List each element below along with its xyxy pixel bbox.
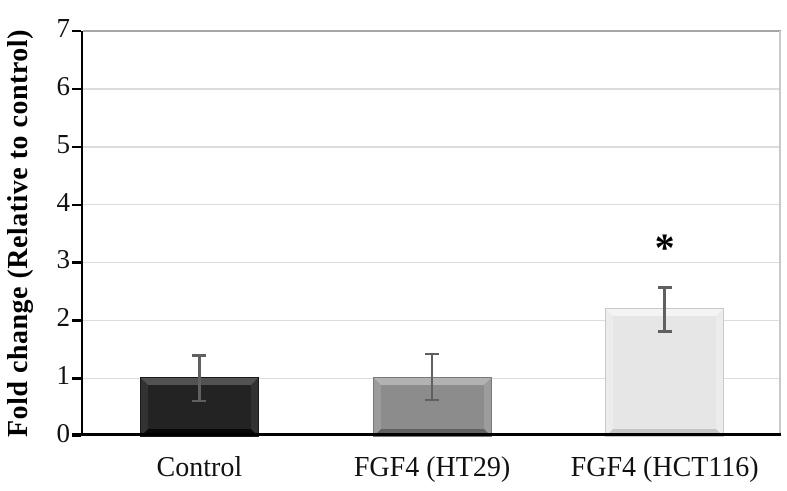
y-axis-tick (72, 319, 81, 322)
error-bar-cap-top (192, 354, 207, 357)
error-bar-cap-top (657, 286, 672, 289)
x-category-label: FGF4 (HCT116) (570, 452, 759, 483)
gridline (83, 88, 781, 90)
y-tick-label: 4 (56, 186, 71, 217)
y-axis-tick (72, 203, 81, 206)
plot-top-border (83, 30, 781, 33)
error-bar-cap-bottom (657, 330, 672, 333)
error-bar-cap-bottom (425, 398, 439, 402)
gridline (83, 319, 781, 322)
plot-right-border (779, 31, 781, 436)
y-axis-tick (72, 377, 81, 380)
error-bar-stem (430, 353, 434, 401)
x-category-label: Control (156, 452, 243, 483)
y-tick-label: 0 (56, 418, 71, 448)
gridline (83, 204, 781, 206)
y-axis-tick (72, 30, 81, 33)
plot-area: * (83, 30, 781, 436)
error-bar-cap-top (425, 352, 439, 356)
error-bar-cap-bottom (192, 399, 207, 403)
y-axis-tick (72, 145, 81, 149)
y-tick-label: 2 (56, 302, 71, 333)
y-tick-label: 6 (56, 70, 71, 101)
significance-asterisk: * (654, 225, 675, 271)
y-tick-label: 3 (56, 244, 71, 275)
y-tick-label: 1 (56, 360, 71, 391)
y-axis-line (80, 31, 83, 436)
y-axis-tick (72, 87, 81, 91)
error-bar-stem (198, 355, 201, 402)
y-tick-label: 5 (56, 128, 71, 159)
y-axis-tick (72, 261, 81, 264)
gridline (83, 146, 781, 148)
y-tick-label: 7 (56, 13, 71, 43)
gridline (83, 261, 781, 264)
x-category-label: FGF4 (HT29) (353, 452, 511, 483)
x-axis-baseline (72, 433, 781, 437)
y-axis-tick (72, 435, 81, 438)
error-bar-stem (663, 287, 666, 332)
